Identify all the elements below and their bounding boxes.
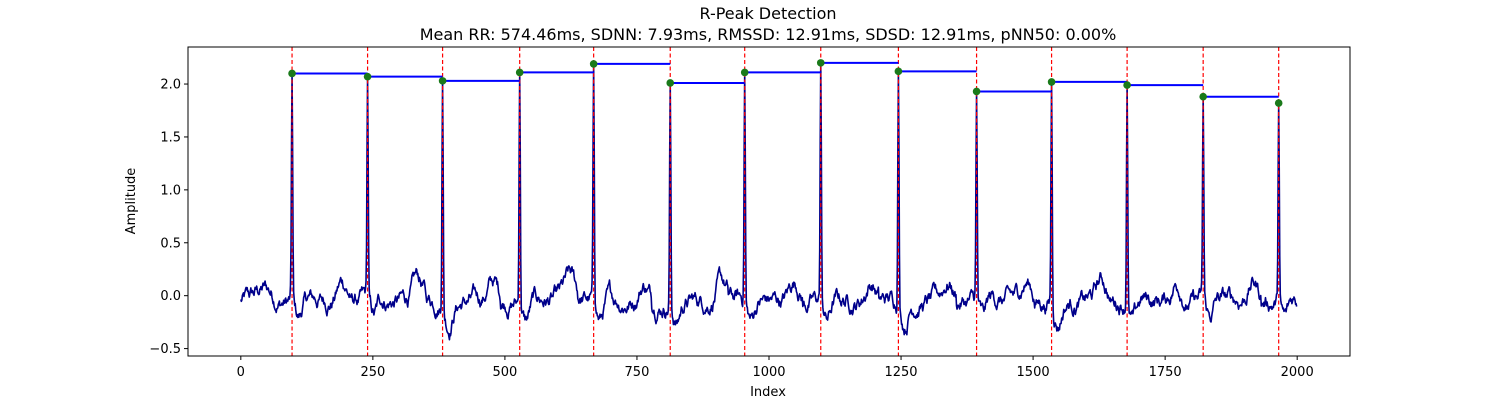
ecg-signal-line <box>240 62 1298 341</box>
plot-frame <box>187 46 1351 357</box>
chart-title: R-Peak Detection <box>699 4 836 23</box>
peak-marker-2 <box>438 77 447 85</box>
x-tick-label-2: 500 <box>492 365 517 380</box>
y-tick-label-3: 1.0 <box>160 183 181 198</box>
x-tick-label-7: 1750 <box>1149 365 1182 380</box>
x-tick-label-1: 250 <box>360 365 385 380</box>
signal-series <box>240 62 1298 341</box>
x-axis-label: Index <box>750 385 786 400</box>
x-axis-ticks: 0 250 500 750 1000 1250 1500 1750 2000 <box>237 356 1314 380</box>
x-tick-label-4: 1000 <box>752 365 785 380</box>
peak-marker-7 <box>816 59 825 67</box>
peak-marker-3 <box>515 68 524 77</box>
y-axis-ticks: −0.5 0.0 0.5 1.0 1.5 2.0 <box>149 78 188 357</box>
x-tick-label-6: 1500 <box>1017 365 1050 380</box>
peak-marker-12 <box>1199 92 1207 101</box>
peak-marker-6 <box>740 68 749 77</box>
peak-marker-1 <box>363 72 372 81</box>
peak-marker-8 <box>894 67 903 76</box>
peak-marker-9 <box>972 87 981 96</box>
y-axis-label: Amplitude <box>124 168 139 235</box>
x-tick-label-8: 2000 <box>1281 365 1314 380</box>
y-tick-label-4: 1.5 <box>160 130 181 145</box>
y-tick-label-5: 2.0 <box>160 78 181 93</box>
peak-marker-10 <box>1047 78 1056 86</box>
y-tick-label-0: −0.5 <box>149 342 181 357</box>
x-tick-label-5: 1250 <box>884 365 917 380</box>
peak-markers <box>288 59 1283 107</box>
peak-marker-5 <box>666 79 675 87</box>
peak-marker-0 <box>288 69 296 78</box>
peak-marker-13 <box>1274 99 1283 107</box>
rr-intervals <box>292 61 1279 98</box>
peak-lines <box>291 47 1280 356</box>
y-tick-label-1: 0.0 <box>160 289 181 304</box>
x-tick-label-3: 750 <box>625 365 650 380</box>
x-tick-label-0: 0 <box>237 365 245 380</box>
y-tick-label-2: 0.5 <box>160 236 181 251</box>
peak-marker-11 <box>1123 81 1131 89</box>
chart-subtitle: Mean RR: 574.46ms, SDNN: 7.93ms, RMSSD: … <box>420 25 1117 44</box>
peak-marker-4 <box>589 60 598 68</box>
